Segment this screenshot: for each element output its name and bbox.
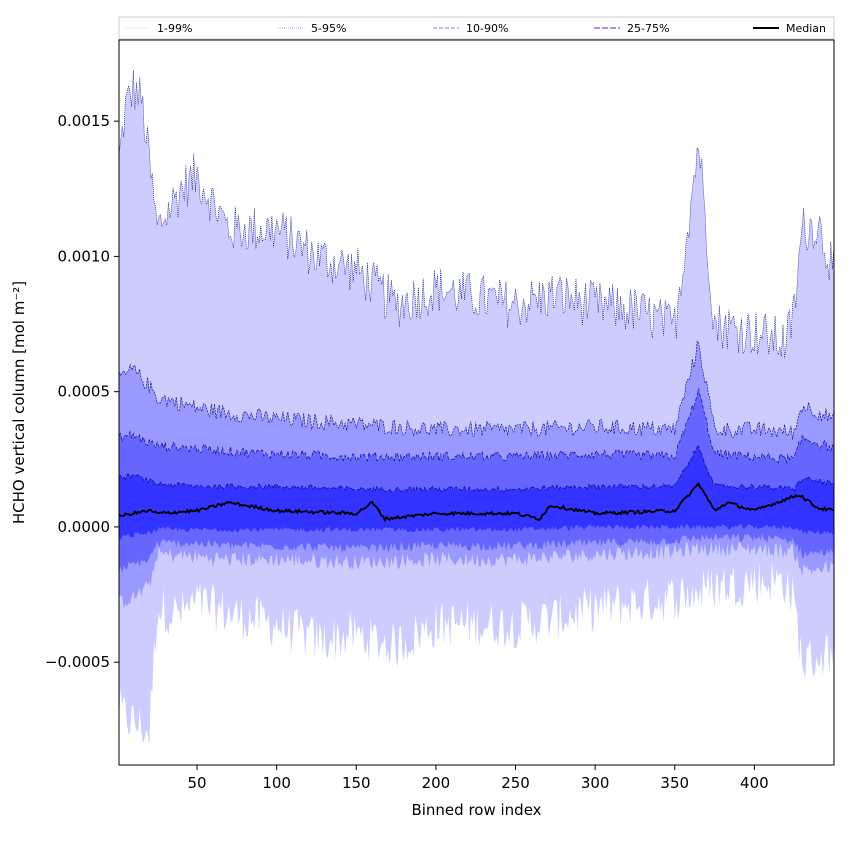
x-tick-label: 250: [501, 774, 530, 792]
legend: 1-99% 5-95% 10-90% 25-75% Median: [118, 16, 835, 40]
legend-item: 5-95%: [278, 22, 346, 35]
x-tick-label: 50: [187, 774, 206, 792]
band-25-75-upper-edge: [118, 445, 835, 493]
legend-item: 1-99%: [124, 22, 192, 35]
legend-label: 10-90%: [466, 22, 508, 35]
x-tick-label: 300: [581, 774, 610, 792]
plot-frame: [118, 39, 835, 766]
y-tick-label: 0.0010: [58, 247, 111, 265]
x-tick-label: 350: [660, 774, 689, 792]
y-tick-label: 0.0005: [58, 383, 111, 401]
legend-label: Median: [786, 22, 826, 35]
legend-box: [118, 16, 835, 40]
band-25-75-area: [119, 445, 834, 541]
band-1-99-area: [119, 70, 834, 746]
x-tick-label: 400: [740, 774, 769, 792]
y-axis: −0.0005 0.0000 0.0005 0.0010 0.0015: [45, 112, 119, 671]
band-5-95-upper-edge: [118, 340, 835, 440]
legend-item: Median: [753, 22, 826, 35]
y-tick-label: −0.0005: [45, 653, 110, 671]
band-1-99-upper-edge: [118, 70, 835, 359]
legend-label: 1-99%: [157, 22, 192, 35]
x-tick-label: 100: [262, 774, 291, 792]
x-axis: 50 100 150 200 250 300 350 400: [187, 765, 769, 792]
y-tick-label: 0.0015: [58, 112, 111, 130]
y-tick-label: 0.0000: [58, 518, 111, 536]
x-axis-label: Binned row index: [411, 801, 541, 819]
x-tick-label: 200: [422, 774, 451, 792]
legend-item: 25-75%: [594, 22, 669, 35]
legend-item: 10-90%: [433, 22, 508, 35]
legend-label: 5-95%: [311, 22, 346, 35]
band-10-90-upper-edge: [118, 388, 835, 464]
median-line: [118, 481, 835, 523]
y-axis-label: HCHO vertical column [mol m⁻²]: [10, 281, 28, 524]
x-tick-label: 150: [342, 774, 371, 792]
legend-label: 25-75%: [627, 22, 669, 35]
plot-area: [118, 70, 835, 746]
